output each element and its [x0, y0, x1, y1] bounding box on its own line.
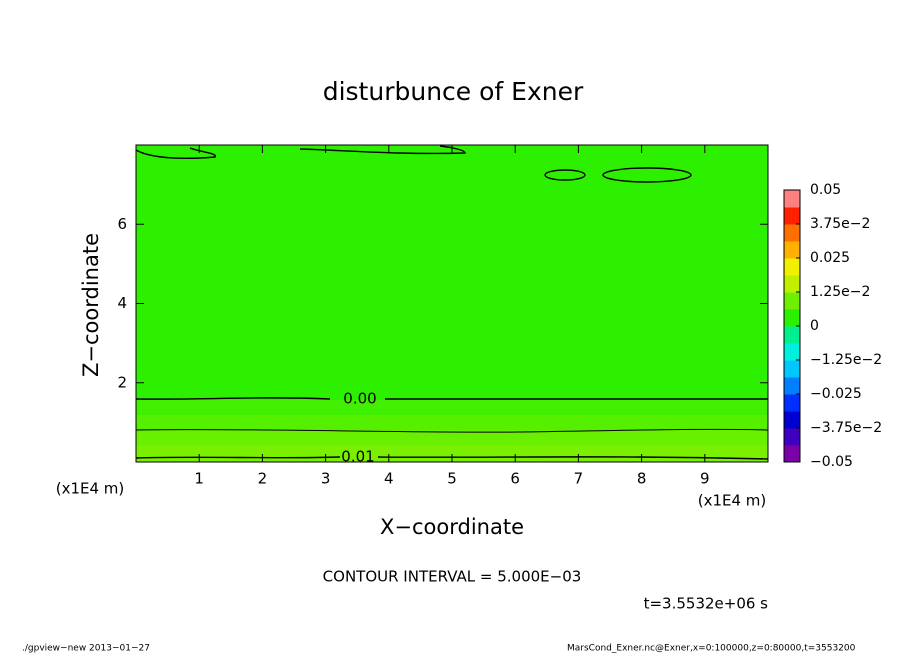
y-tick-label: 6: [117, 215, 127, 233]
colorbar-band: [784, 309, 800, 327]
colorbar-tick-label: 0.025: [810, 250, 850, 266]
colorbar-tick-label: −0.025: [810, 386, 862, 402]
colorbar-band: [784, 326, 800, 344]
x-tick-label: 5: [447, 470, 457, 488]
colorbar-band: [784, 360, 800, 378]
colorbar-tick-label: −3.75e−2: [810, 420, 882, 436]
plot-fill: [136, 145, 768, 462]
colorbar-band: [784, 224, 800, 242]
x-tick-label: 7: [574, 470, 584, 488]
x-tick-label: 9: [700, 470, 710, 488]
x-tick-label: 2: [258, 470, 268, 488]
colorbar-band: [784, 343, 800, 361]
colorbar-tick-label: 0: [810, 318, 819, 334]
colorbar-band: [784, 258, 800, 276]
x-tick-label: 8: [637, 470, 647, 488]
y-axis-label: Z−coordinate: [79, 233, 103, 377]
x-tick-label: 3: [321, 470, 331, 488]
colorbar-band: [784, 207, 800, 225]
footer-left: ./gpview−new 2013−01−27: [22, 644, 150, 654]
colorbar-tick-label: −0.05: [810, 454, 853, 470]
colorbar-band: [784, 377, 800, 395]
x-tick-label: 4: [384, 470, 394, 488]
colorbar-band: [784, 241, 800, 259]
colorbar-band: [784, 411, 800, 429]
y-tick-label: 4: [117, 294, 127, 312]
colorbar-band: [784, 292, 800, 310]
y-tick-label: 2: [117, 373, 127, 391]
x-tick-label: 6: [510, 470, 520, 488]
x-unit: (x1E4 m): [698, 492, 767, 510]
colorbar-band: [784, 445, 800, 463]
x-unit: (x1E4 m): [56, 480, 125, 498]
contour-interval: CONTOUR INTERVAL = 5.000E−03: [323, 568, 582, 586]
contour-label: 0.01: [341, 448, 374, 466]
colorbar-tick-label: 1.25e−2: [810, 284, 870, 300]
colorbar-band: [784, 428, 800, 446]
colorbar-tick-label: −1.25e−2: [810, 352, 882, 368]
contour-lines: [135, 145, 769, 460]
colorbar-tick-label: 0.05: [810, 182, 841, 198]
contour-label: 0.00: [343, 390, 376, 408]
x-axis-label: X−coordinate: [380, 515, 524, 539]
time-label: t=3.5532e+06 s: [644, 595, 769, 613]
chart-title: disturbunce of Exner: [323, 77, 584, 106]
colorbar-tick-label: 3.75e−2: [810, 216, 870, 232]
x-tick-label: 1: [194, 470, 204, 488]
colorbar-band: [784, 190, 800, 208]
footer-right: MarsCond_Exner.nc@Exner,x=0:100000,z=0:8…: [567, 644, 856, 654]
colorbar-band: [784, 394, 800, 412]
colorbar-band: [784, 275, 800, 293]
